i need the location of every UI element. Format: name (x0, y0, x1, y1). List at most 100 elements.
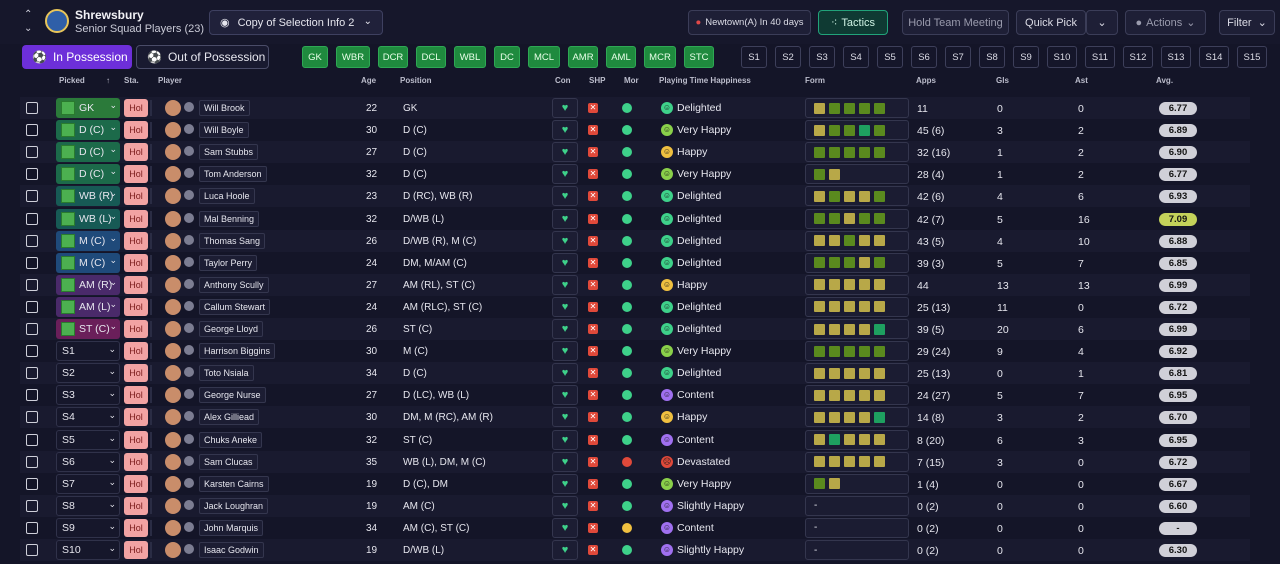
player-name[interactable]: Sam Stubbs (199, 144, 259, 161)
select-checkbox[interactable] (26, 256, 38, 269)
select-checkbox[interactable] (26, 367, 38, 380)
picked-selector[interactable]: AM (R) ⌄ (56, 274, 120, 295)
picked-selector[interactable]: S8 ⌄ (56, 495, 120, 516)
col-picked[interactable]: Picked (59, 76, 85, 85)
table-row[interactable]: S6 ⌄ Hol Sam Clucas 35 WB (L), DM, M (C) ♥ ✕ ☹ De… (20, 450, 1250, 473)
table-row[interactable]: S9 ⌄ Hol John Marquis 34 AM (C), ST (C) ♥ ✕ ☺ Con… (20, 516, 1250, 539)
sort-arrow-icon[interactable]: ↑ (106, 76, 110, 85)
chevron-up-icon[interactable]: ⌃ (24, 9, 33, 20)
player-name[interactable]: Will Brook (199, 100, 250, 116)
col-con[interactable]: Con (555, 76, 571, 85)
table-row[interactable]: WB (R) ⌄ Hol Luca Hoole 23 D (RC), WB (R) ♥ ✕ ☺ D… (20, 185, 1250, 208)
picked-selector[interactable]: D (C) ⌄ (56, 120, 120, 141)
table-row[interactable]: M (C) ⌄ Hol Taylor Perry 24 DM, M/AM (C) ♥ ✕ ☺ De… (20, 251, 1250, 274)
quick-pick-button[interactable]: Quick Pick (1016, 10, 1086, 35)
select-checkbox[interactable] (26, 300, 38, 313)
player-name[interactable]: Will Boyle (199, 122, 249, 139)
table-row[interactable]: M (C) ⌄ Hol Thomas Sang 26 D/WB (R), M (C) ♥ ✕ ☺… (20, 229, 1250, 252)
picked-selector[interactable]: S1 ⌄ (56, 341, 120, 362)
actions-button[interactable]: ● Actions ⌄ (1125, 10, 1206, 35)
table-row[interactable]: S8 ⌄ Hol Jack Loughran 19 AM (C) ♥ ✕ ☺ Slightly H… (20, 494, 1250, 517)
position-pill[interactable]: AML (606, 46, 636, 68)
sub-pill[interactable]: S9 (1013, 46, 1039, 68)
picked-selector[interactable]: AM (L) ⌄ (56, 296, 120, 317)
player-name[interactable]: Jack Loughran (199, 497, 269, 514)
player-name[interactable]: George Nurse (199, 387, 266, 404)
sub-pill[interactable]: S10 (1047, 46, 1077, 68)
quick-pick-dropdown[interactable]: ⌄ (1086, 10, 1118, 35)
position-pill[interactable]: DC (494, 46, 520, 68)
picked-selector[interactable]: ST (C) ⌄ (56, 319, 120, 339)
player-name[interactable]: John Marquis (199, 519, 264, 536)
position-pill[interactable]: WBL (454, 46, 486, 68)
position-pill[interactable]: MCR (644, 46, 676, 68)
sub-pill[interactable]: S7 (945, 46, 971, 68)
sub-pill[interactable]: S12 (1123, 46, 1153, 68)
chevron-down-icon[interactable]: ⌄ (24, 23, 33, 34)
select-checkbox[interactable] (26, 499, 38, 512)
col-gls[interactable]: Gls (996, 76, 1009, 85)
sub-pill[interactable]: S8 (979, 46, 1005, 68)
position-pill[interactable]: WBR (336, 46, 370, 68)
player-name[interactable]: Isaac Godwin (199, 542, 264, 558)
table-row[interactable]: S3 ⌄ Hol George Nurse 27 D (LC), WB (L) ♥ ✕ ☺ Con… (20, 384, 1250, 407)
select-checkbox[interactable] (26, 477, 38, 490)
player-name[interactable]: George Lloyd (199, 321, 264, 337)
sub-pill[interactable]: S13 (1161, 46, 1191, 68)
sub-pill[interactable]: S11 (1085, 46, 1115, 68)
table-row[interactable]: S2 ⌄ Hol Toto Nsiala 34 D (C) ♥ ✕ ☺ Delighted 25 (… (20, 362, 1250, 385)
col-age[interactable]: Age (361, 76, 377, 85)
position-pill[interactable]: AMR (568, 46, 598, 68)
player-name[interactable]: Chuks Aneke (199, 431, 263, 448)
sub-pill[interactable]: S3 (809, 46, 835, 68)
picked-selector[interactable]: S2 ⌄ (56, 363, 120, 384)
select-checkbox[interactable] (26, 323, 38, 335)
position-pill[interactable]: GK (302, 46, 328, 68)
picked-selector[interactable]: S7 ⌄ (56, 473, 120, 494)
table-row[interactable]: S7 ⌄ Hol Karsten Cairns 19 D (C), DM ♥ ✕ ☺ Very H… (20, 472, 1250, 495)
select-checkbox[interactable] (26, 146, 38, 159)
picked-selector[interactable]: M (C) ⌄ (56, 230, 120, 251)
player-name[interactable]: Harrison Biggins (199, 343, 276, 360)
col-shp[interactable]: SHP (589, 76, 606, 85)
table-row[interactable]: D (C) ⌄ Hol Tom Anderson 32 D (C) ♥ ✕ ☺ Very Happ… (20, 163, 1250, 186)
hold-team-meeting-button[interactable]: Hold Team Meeting (902, 10, 1009, 35)
table-row[interactable]: ST (C) ⌄ Hol George Lloyd 26 ST (C) ♥ ✕ ☺ Delight… (20, 318, 1250, 340)
sub-pill[interactable]: S1 (741, 46, 767, 68)
select-checkbox[interactable] (26, 389, 38, 402)
player-name[interactable]: Anthony Scully (199, 276, 269, 293)
out-of-possession-tab[interactable]: ⚽ Out of Possession (136, 45, 269, 69)
picked-selector[interactable]: WB (R) ⌄ (56, 186, 120, 207)
picked-selector[interactable]: S6 ⌄ (56, 451, 120, 472)
col-pth[interactable]: Playing Time Happiness (659, 76, 751, 85)
table-row[interactable]: AM (R) ⌄ Hol Anthony Scully 27 AM (RL), ST (C… (20, 273, 1250, 296)
select-checkbox[interactable] (26, 124, 38, 137)
picked-selector[interactable]: WB (L) ⌄ (56, 208, 120, 229)
select-checkbox[interactable] (26, 234, 38, 247)
select-checkbox[interactable] (26, 190, 38, 203)
select-checkbox[interactable] (26, 212, 38, 225)
player-name[interactable]: Mal Benning (199, 210, 260, 227)
sub-pill[interactable]: S15 (1237, 46, 1267, 68)
sub-pill[interactable]: S5 (877, 46, 903, 68)
table-row[interactable]: AM (L) ⌄ Hol Callum Stewart 24 AM (RLC), ST (… (20, 295, 1250, 318)
select-checkbox[interactable] (26, 544, 38, 556)
picked-selector[interactable]: D (C) ⌄ (56, 164, 120, 185)
col-position[interactable]: Position (400, 76, 432, 85)
sub-pill[interactable]: S14 (1199, 46, 1229, 68)
sub-pill[interactable]: S2 (775, 46, 801, 68)
player-name[interactable]: Callum Stewart (199, 298, 271, 315)
table-row[interactable]: D (C) ⌄ Hol Sam Stubbs 27 D (C) ♥ ✕ ☺ Happy 32 (16… (20, 141, 1250, 164)
in-possession-tab[interactable]: ⚽ In Possession (22, 45, 132, 69)
col-mor[interactable]: Mor (624, 76, 639, 85)
position-pill[interactable]: STC (684, 46, 714, 68)
player-name[interactable]: Luca Hoole (199, 188, 255, 205)
player-name[interactable]: Thomas Sang (199, 232, 266, 249)
col-sta[interactable]: Sta. (124, 76, 139, 85)
position-pill[interactable]: DCL (416, 46, 446, 68)
select-checkbox[interactable] (26, 278, 38, 291)
picked-selector[interactable]: GK ⌄ (56, 98, 120, 118)
table-row[interactable]: S1 ⌄ Hol Harrison Biggins 30 M (C) ♥ ✕ ☺ Very Hap… (20, 340, 1250, 363)
picked-selector[interactable]: S9 ⌄ (56, 517, 120, 538)
picked-selector[interactable]: M (C) ⌄ (56, 252, 120, 273)
